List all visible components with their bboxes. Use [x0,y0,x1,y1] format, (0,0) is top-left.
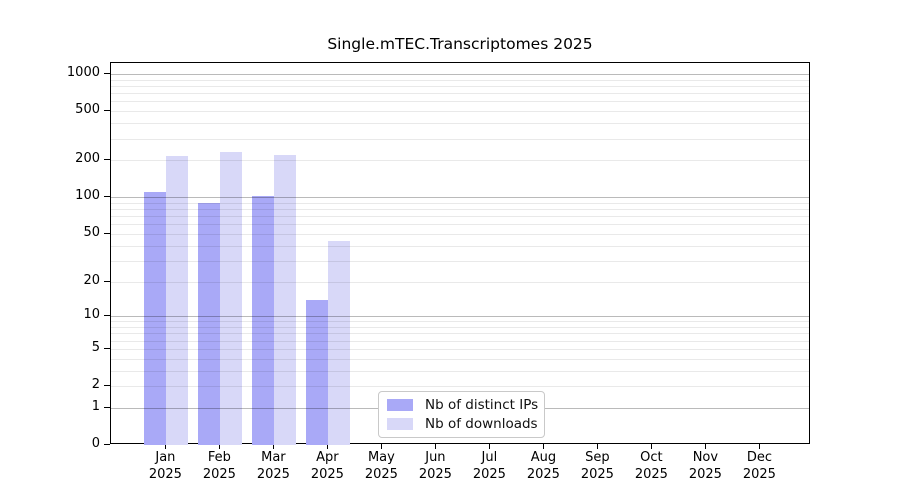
y-tick-label: 50 [83,224,100,240]
legend-item-downloads: Nb of downloads [387,416,544,432]
y-tick-mark [104,110,110,112]
x-tick-label: Oct 2025 [634,450,668,482]
x-tick-mark [489,444,491,449]
y-tick-label: 10 [83,307,100,323]
x-tick-label: Dec 2025 [742,450,776,482]
gridline-minor [111,138,809,140]
gridline-minor [111,386,809,387]
bar-nb-of-downloads-jan [166,156,189,445]
legend-label-downloads: Nb of downloads [425,416,538,432]
x-tick-mark [435,444,437,449]
y-tick-label: 500 [75,102,100,118]
legend-swatch-downloads [387,418,413,430]
x-tick-label: Feb 2025 [202,450,236,482]
y-tick-label: 200 [75,151,100,167]
x-tick-mark [705,444,707,449]
gridline-minor [111,333,809,335]
x-tick-mark [381,444,383,449]
gridline-minor [111,327,809,328]
y-tick-label: 0 [91,436,100,451]
y-tick-mark [104,444,110,445]
legend-swatch-distinct-ips [387,399,413,411]
gridline-minor [111,79,809,81]
y-tick-mark [104,73,110,75]
x-tick-mark [327,444,329,449]
gridline-minor [111,93,809,95]
gridline-minor [111,340,809,342]
legend-item-distinct-ips: Nb of distinct IPs [387,397,544,413]
y-tick-mark [104,196,110,198]
x-tick-mark [759,444,761,449]
x-tick-mark [597,444,599,449]
y-tick-label: 20 [83,272,100,288]
bar-nb-of-distinct-ips-feb [198,203,221,445]
legend: Nb of distinct IPs Nb of downloads [378,391,545,438]
gridline-minor [111,111,809,113]
gridline-minor [111,370,809,372]
x-tick-label: Mar 2025 [256,450,290,482]
y-tick-label: 100 [75,188,100,204]
x-tick-label: Jul 2025 [472,450,506,482]
x-tick-label: Sep 2025 [580,450,614,482]
x-tick-mark [273,444,275,449]
bar-nb-of-distinct-ips-mar [252,195,275,445]
y-tick-mark [104,315,110,317]
x-tick-label: Jun 2025 [418,450,452,482]
gridline-major [111,316,809,318]
y-tick-label: 5 [91,339,100,355]
y-tick-mark [104,159,110,161]
x-tick-mark [651,444,653,449]
bar-nb-of-distinct-ips-jan [144,192,167,445]
gridline-minor [111,224,809,226]
x-tick-label: Aug 2025 [526,450,560,482]
gridline-minor [111,260,809,262]
chart-title: Single.mTEC.Transcriptomes 2025 [327,35,593,53]
y-tick-mark [104,406,110,408]
x-tick-mark [543,444,545,449]
gridline-minor [111,281,809,283]
legend-label-distinct-ips: Nb of distinct IPs [425,397,539,413]
x-tick-label: Apr 2025 [310,450,344,482]
gridline-major [111,197,809,199]
x-tick-mark [165,444,167,449]
gridline-minor [111,160,809,162]
bar-nb-of-downloads-mar [274,154,297,445]
bars-layer [111,63,809,445]
gridline-minor [111,358,809,360]
gridline-minor [111,348,809,350]
y-tick-label: 1 [91,398,100,414]
y-tick-mark [104,280,110,282]
y-tick-mark [104,347,110,349]
gridline-minor [111,85,809,87]
gridline-minor [111,321,809,323]
bar-nb-of-distinct-ips-apr [306,299,329,445]
x-tick-label: May 2025 [364,450,398,482]
y-tick-mark [104,385,110,386]
gridline-minor [111,101,809,103]
gridline-minor [111,245,809,247]
gridline-minor [111,216,809,218]
y-tick-mark [104,232,110,234]
gridline-minor [111,202,809,204]
x-tick-label: Jan 2025 [148,450,182,482]
gridline-minor [111,233,809,235]
grid-layer [111,63,809,443]
bar-nb-of-downloads-apr [328,240,351,445]
gridline-major [111,74,809,76]
y-tick-label: 1000 [66,65,100,81]
plot-area [110,62,810,445]
gridline-minor [111,123,809,125]
x-tick-label: Nov 2025 [688,450,722,482]
gridline-minor [111,209,809,211]
y-tick-label: 2 [91,377,100,392]
bar-nb-of-downloads-feb [220,151,243,445]
x-tick-mark [219,444,221,449]
